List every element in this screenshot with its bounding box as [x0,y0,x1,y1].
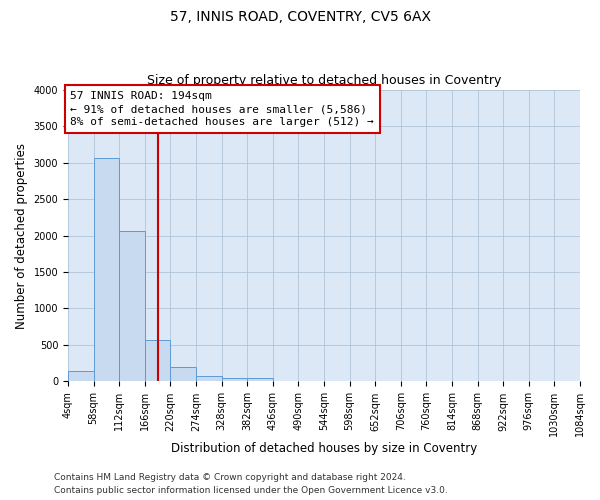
X-axis label: Distribution of detached houses by size in Coventry: Distribution of detached houses by size … [171,442,477,455]
Bar [119,231,145,382]
Bar [170,367,196,382]
Y-axis label: Number of detached properties: Number of detached properties [15,142,28,328]
Title: Size of property relative to detached houses in Coventry: Size of property relative to detached ho… [147,74,501,87]
Bar [247,378,273,382]
Bar [145,340,170,382]
Text: 57 INNIS ROAD: 194sqm
← 91% of detached houses are smaller (5,586)
8% of semi-de: 57 INNIS ROAD: 194sqm ← 91% of detached … [70,91,374,128]
Bar [221,378,247,382]
Text: 57, INNIS ROAD, COVENTRY, CV5 6AX: 57, INNIS ROAD, COVENTRY, CV5 6AX [170,10,431,24]
Bar [94,158,119,382]
Text: Contains HM Land Registry data © Crown copyright and database right 2024.
Contai: Contains HM Land Registry data © Crown c… [54,474,448,495]
Bar [196,376,221,382]
Bar [68,370,94,382]
